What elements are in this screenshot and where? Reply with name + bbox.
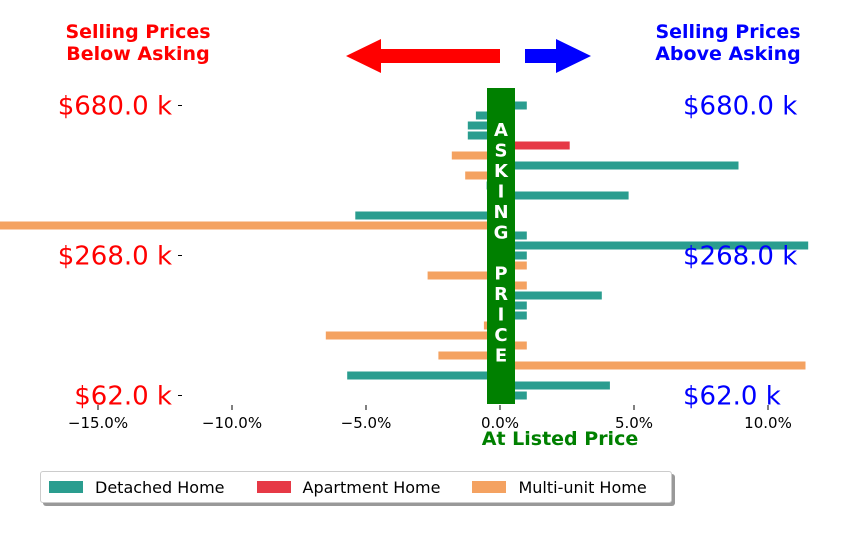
bar-28: [500, 381, 610, 390]
header-right-line-1: Selling Prices: [655, 21, 801, 43]
bar-2: [467, 121, 500, 130]
center-letter-2: K: [494, 161, 509, 182]
bar-6: [500, 161, 739, 170]
center-letter-4: N: [493, 202, 508, 223]
x-tick-label-6: 10.0%: [744, 414, 792, 432]
bar-19: [500, 291, 602, 300]
right-axis: $680.0 k $268.0 k $62.0 k: [683, 92, 797, 412]
left-tick-label-2: $62.0 k: [74, 382, 172, 412]
center-letter-7: P: [494, 264, 507, 285]
x-tick-label-5: 5.0%: [615, 414, 653, 432]
center-letter-11: E: [495, 346, 507, 367]
bar-12: [0, 221, 500, 230]
x-tick-label-2: −10.0%: [202, 414, 262, 432]
legend-swatch-multi-unit: [472, 481, 507, 493]
x-tick-label-3: −5.0%: [341, 414, 392, 432]
header-left: Selling Prices Below Asking: [38, 21, 238, 65]
bar-23: [325, 331, 500, 340]
bar-4: [500, 141, 570, 150]
legend-item-detached: Detached Home: [41, 478, 225, 497]
x-axis: −20.0%−15.0%−10.0%−5.0%0.0%5.0%10.0%: [68, 405, 792, 432]
header-left-line-2: Below Asking: [66, 43, 210, 65]
bar-17: [427, 271, 500, 280]
x-tick-label-4: 0.0%: [481, 414, 519, 432]
left-tick-label-1: $268.0 k: [58, 242, 172, 272]
arrow-right-icon: [525, 39, 591, 73]
header-left-line-1: Selling Prices: [65, 21, 211, 43]
center-letter-0: A: [494, 120, 508, 141]
center-letter-3: I: [498, 182, 505, 203]
bar-5: [451, 151, 500, 160]
asking-price-band: [487, 88, 515, 404]
bar-27: [347, 371, 500, 380]
arrow-left-icon: [346, 39, 500, 73]
left-tick-label-0: $680.0 k: [58, 92, 172, 122]
legend-swatch-detached: [49, 481, 83, 493]
center-letter-8: R: [494, 284, 508, 305]
right-tick-label-1: $268.0 k: [683, 242, 797, 272]
center-letter-9: I: [498, 305, 505, 326]
header-right: Selling Prices Above Asking: [628, 21, 828, 65]
legend: Detached Home Apartment Home Multi-unit …: [40, 471, 672, 503]
legend-item-multi-unit: Multi-unit Home: [464, 477, 647, 497]
legend-item-apartment: Apartment Home: [249, 477, 441, 497]
left-axis: $680.0 k $268.0 k $62.0 k: [58, 92, 182, 412]
right-tick-label-2: $62.0 k: [683, 382, 781, 412]
legend-label-detached: Detached Home: [95, 477, 225, 497]
legend-label-multi-unit: Multi-unit Home: [518, 477, 647, 497]
bar-25: [438, 351, 500, 360]
bar-26: [500, 361, 806, 370]
legend-label-apartment: Apartment Home: [302, 477, 441, 497]
x-axis-label: At Listed Price: [482, 428, 638, 450]
center-letter-1: S: [495, 141, 508, 162]
bar-9: [500, 191, 629, 200]
x-tick-label-1: −15.0%: [68, 414, 128, 432]
bar-3: [467, 131, 500, 140]
bar-7: [465, 171, 500, 180]
header-right-line-2: Above Asking: [655, 43, 801, 65]
right-tick-label-0: $680.0 k: [683, 92, 797, 122]
bar-11: [355, 211, 500, 220]
center-letter-10: C: [494, 325, 507, 346]
bar-14: [500, 241, 809, 250]
legend-swatch-apartment: [256, 481, 291, 493]
center-letter-5: G: [494, 223, 509, 244]
